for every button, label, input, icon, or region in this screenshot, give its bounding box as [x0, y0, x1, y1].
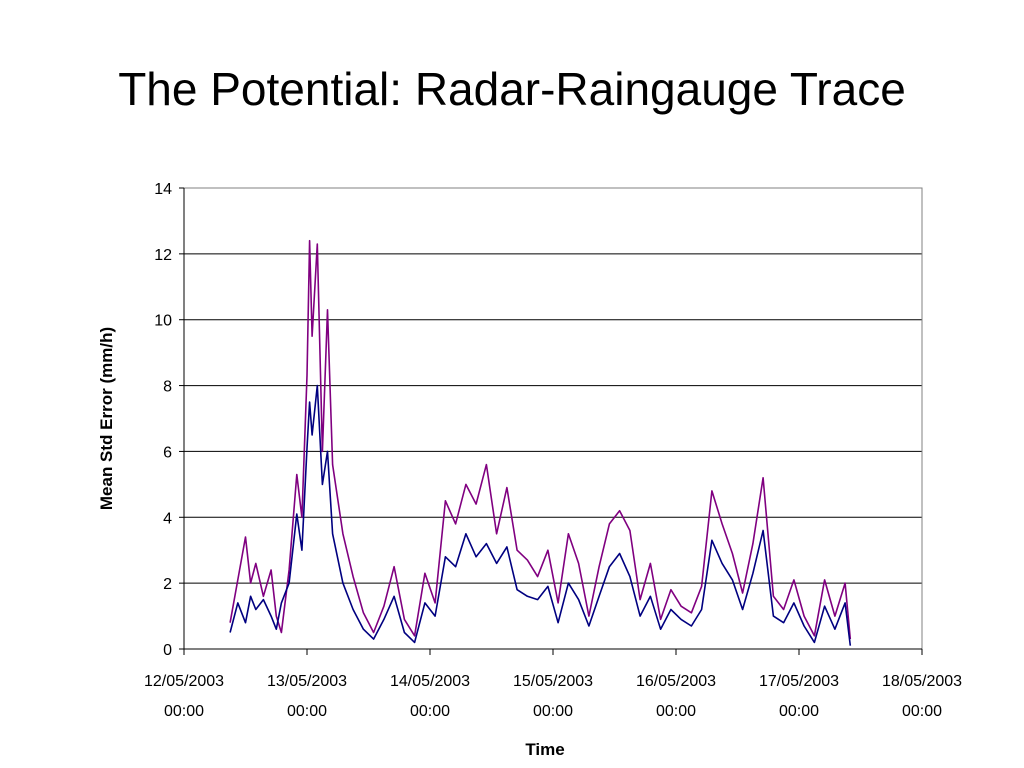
- x-tick-time: 00:00: [410, 703, 450, 720]
- y-tick-label: 8: [163, 379, 172, 396]
- x-tick-time: 00:00: [656, 703, 696, 720]
- slide-title: The Potential: Radar-Raingauge Trace: [118, 63, 906, 115]
- x-tick-time: 00:00: [533, 703, 573, 720]
- x-tick-time: 00:00: [287, 703, 327, 720]
- x-axis-label: Time: [525, 740, 564, 759]
- x-tick-date: 13/05/2003: [267, 673, 347, 690]
- x-tick-date: 14/05/2003: [390, 673, 470, 690]
- x-tick-date: 15/05/2003: [513, 673, 593, 690]
- x-tick-time: 00:00: [164, 703, 204, 720]
- y-tick-label: 2: [163, 576, 172, 593]
- y-tick-label: 10: [154, 313, 172, 330]
- y-tick-label: 12: [154, 247, 172, 264]
- x-tick-date: 18/05/2003: [882, 673, 962, 690]
- series-line-2: [229, 384, 852, 646]
- y-tick-label: 6: [163, 444, 172, 461]
- y-axis: 0 2 4 6 8 10 12 14: [154, 181, 922, 659]
- y-tick-label: 14: [154, 181, 172, 198]
- y-tick-label: 4: [163, 510, 172, 527]
- y-axis-label: Mean Std Error (mm/h): [97, 327, 116, 510]
- x-tick-time: 00:00: [902, 703, 942, 720]
- x-tick-date: 17/05/2003: [759, 673, 839, 690]
- series-line-1: [229, 239, 852, 640]
- x-tick-date: 12/05/2003: [144, 673, 224, 690]
- x-axis: 12/05/2003 00:00 13/05/2003 00:00 14/05/2003…: [144, 649, 962, 720]
- x-tick-time: 00:00: [779, 703, 819, 720]
- y-tick-label: 0: [163, 642, 172, 659]
- series-group: [229, 239, 852, 646]
- x-tick-date: 16/05/2003: [636, 673, 716, 690]
